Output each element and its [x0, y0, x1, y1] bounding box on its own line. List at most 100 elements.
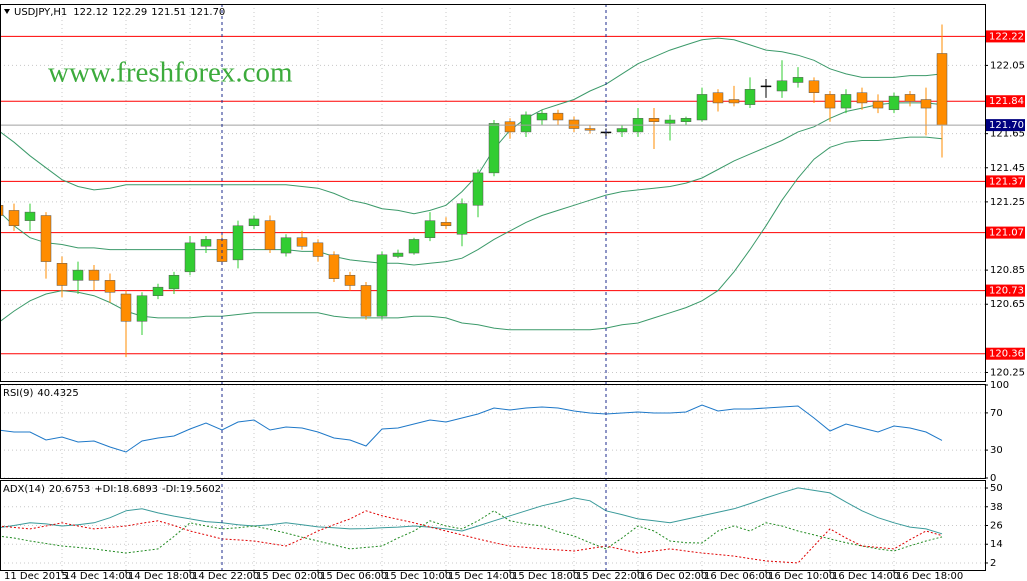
candle-body [808, 80, 820, 93]
candle-body [760, 85, 772, 88]
y-tick-label: 38 [990, 502, 1003, 513]
candle-body [648, 118, 660, 122]
candle-body [296, 237, 308, 247]
candle-body [200, 239, 212, 247]
y-tick-label: 2 [990, 558, 996, 569]
chart-title: USDJPY,H1 [14, 7, 67, 18]
legend-name: +DI: [94, 484, 116, 495]
candle-body [840, 94, 852, 109]
candle-body [776, 80, 788, 92]
candle-body [40, 215, 52, 262]
candle-body [56, 263, 68, 286]
x-tick-label: 14 Dec 18:00 [128, 571, 195, 581]
bollinger-band [0, 102, 943, 266]
candle-body [824, 94, 836, 109]
legend-name: ADX(14) [3, 484, 45, 495]
candle-body [536, 112, 548, 121]
candle-body [584, 128, 596, 131]
candle-body [360, 285, 372, 317]
indicator-line [0, 510, 943, 564]
candle-body [504, 121, 516, 133]
candle-body [728, 99, 740, 104]
y-tick-label: 14 [990, 539, 1003, 550]
price-level-label: 121.84 [989, 96, 1024, 107]
y-tick-label: 121.45 [990, 163, 1025, 174]
y-tick-label: 120.65 [990, 299, 1025, 310]
menu-triangle[interactable] [4, 9, 10, 14]
candle-body [392, 252, 404, 257]
candle-body [696, 94, 708, 121]
x-tick-label: 16 Dec 02:00 [640, 571, 707, 581]
candle-body [232, 225, 244, 261]
price-level-label: 120.36 [989, 349, 1024, 360]
candle-body [680, 118, 692, 122]
candle-body [8, 210, 20, 227]
candle-body [888, 95, 900, 111]
x-tick-label: 11 Dec 2015 [4, 571, 68, 581]
x-tick-label: 16 Dec 10:00 [768, 571, 835, 581]
candle-body [184, 242, 196, 273]
price-level-label: 121.07 [989, 228, 1024, 239]
bollinger-band [0, 136, 943, 331]
candle-body [120, 293, 132, 322]
candle-body [152, 286, 164, 296]
candle-body [456, 203, 468, 235]
candle-body [344, 274, 356, 286]
candle-body [264, 220, 276, 250]
x-tick-label: 14 Dec 22:00 [192, 571, 259, 581]
candle-body [72, 269, 84, 281]
candle-body [88, 269, 100, 281]
candle-body [616, 128, 628, 133]
legend-name: -DI: [162, 484, 180, 495]
candle-body [424, 220, 436, 238]
rsi-title: RSI(9) [3, 388, 34, 399]
watermark: www.freshforex.com [48, 57, 293, 89]
x-tick-label: 15 Dec 18:00 [512, 571, 579, 581]
candle-body [472, 172, 484, 206]
candle-body [104, 280, 116, 293]
candle-body [248, 218, 260, 227]
candle-body [744, 89, 756, 105]
x-tick-label: 15 Dec 10:00 [384, 571, 451, 581]
y-tick-label: 50 [990, 483, 1003, 494]
x-tick-label: 15 Dec 14:00 [448, 571, 515, 581]
candle-body [792, 77, 804, 83]
price-level-box [986, 226, 1025, 239]
price-level-label: 120.73 [989, 286, 1024, 297]
price-level-box [986, 347, 1025, 360]
candle-body [920, 99, 932, 109]
candle-body [664, 119, 676, 124]
legend-value: 20.6753 [49, 484, 90, 495]
candle-body [936, 53, 948, 126]
y-tick-label: 30 [990, 445, 1003, 456]
x-tick-label: 16 Dec 18:00 [896, 571, 963, 581]
candle-body [24, 211, 36, 221]
y-tick-label: 121.65 [990, 129, 1025, 140]
y-tick-label: 26 [990, 521, 1003, 532]
price-level-box [986, 95, 1025, 108]
quote-high: 122.29 [112, 7, 147, 18]
y-tick-label: 120.25 [990, 367, 1025, 378]
price-level-box [986, 284, 1025, 297]
bid-label: 121.70 [989, 120, 1024, 131]
candle-body [136, 295, 148, 322]
bid-box [986, 119, 1025, 132]
candle-body [712, 92, 724, 104]
legend-value: 19.5602 [180, 484, 221, 495]
candle-body [408, 239, 420, 254]
candle-body [568, 119, 580, 129]
x-tick-label: 16 Dec 14:00 [832, 571, 899, 581]
candle-body [440, 222, 452, 227]
quote-close: 121.70 [190, 7, 225, 18]
y-tick-label: 120.85 [990, 265, 1025, 276]
candle-body [168, 274, 180, 290]
candle-body [488, 123, 500, 174]
x-tick-label: 15 Dec 02:00 [256, 571, 323, 581]
rsi-panel-frame [0, 384, 986, 479]
price-level-box [986, 175, 1025, 188]
price-level-label: 121.37 [989, 176, 1024, 187]
indicator-line [0, 404, 943, 453]
candle-body [376, 254, 388, 317]
